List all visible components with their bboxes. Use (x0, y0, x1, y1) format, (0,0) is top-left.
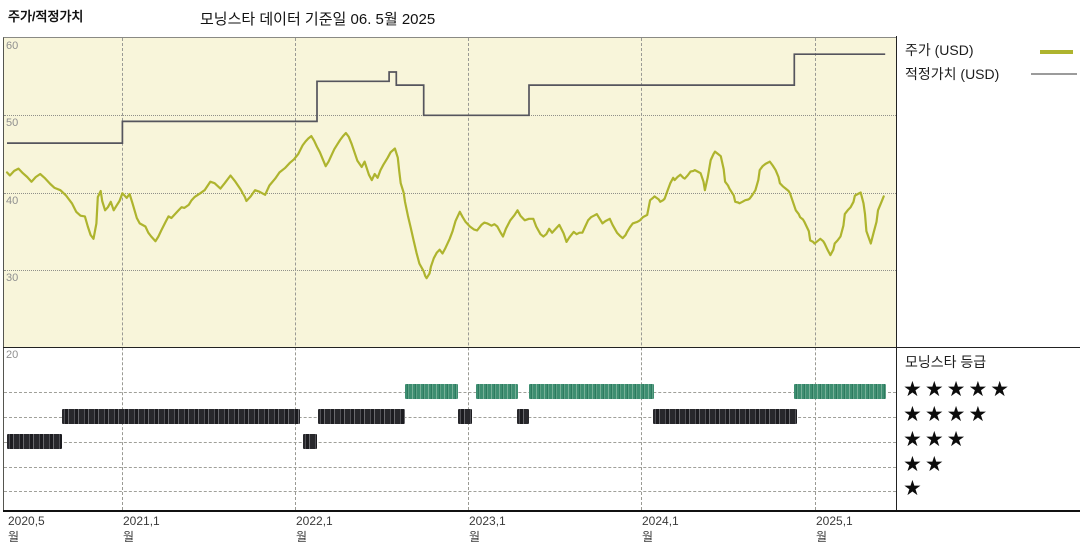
star-rating-row-1: ★ (903, 477, 925, 500)
year-gridline (295, 38, 296, 510)
rating-chart-area[interactable] (3, 347, 896, 511)
star-rating-row-2: ★★ (903, 453, 947, 476)
rating-bar-5-star (405, 384, 458, 399)
star-rating-row-4: ★★★★ (903, 403, 991, 426)
rating-legend-title: 모닝스타 등급 (905, 354, 987, 370)
y-axis-label-40: 40 (6, 195, 19, 207)
price-line (5, 131, 885, 280)
price-gridline-40 (4, 193, 896, 194)
rating-bar-4-star (318, 409, 405, 424)
rating-row-gridline-3-star (4, 442, 896, 443)
rating-bar-5-star (529, 384, 654, 399)
rating-bar-5-star (476, 384, 518, 399)
price-chart-area[interactable] (3, 37, 896, 347)
x-axis-line (3, 510, 1080, 512)
y-axis-label-60: 60 (6, 40, 19, 52)
legend-price-label: 주가 (USD) (905, 42, 974, 58)
year-gridline (641, 38, 642, 510)
y-axis-label-30: 30 (6, 272, 19, 284)
rating-bar-4-star (653, 409, 797, 424)
panel-divider-line (3, 347, 1080, 348)
year-gridline (122, 38, 123, 510)
chart-subtitle: 모닝스타 데이터 기준일 06. 5월 2025 (200, 11, 436, 28)
star-rating-row-5: ★★★★★ (903, 378, 1013, 401)
rating-bar-4-star (458, 409, 472, 424)
x-axis-label: 2020,5월 (8, 514, 45, 544)
x-axis-label: 2022,1월 (296, 514, 333, 544)
y-axis-label-50: 50 (6, 117, 19, 129)
star-rating-row-3: ★★★ (903, 428, 969, 451)
rating-bar-4-star (62, 409, 300, 424)
legend-divider-line (896, 36, 897, 511)
x-axis-label: 2024,1월 (642, 514, 679, 544)
year-gridline (815, 38, 816, 510)
year-gridline (468, 38, 469, 510)
fair-value-line-swatch (1031, 73, 1077, 75)
rating-row-gridline-2-star (4, 467, 896, 468)
y-axis-label-20: 20 (6, 349, 19, 361)
rating-bar-3-star (7, 434, 62, 449)
legend-fair-value-label: 적정가치 (USD) (905, 66, 1000, 82)
rating-bar-4-star (517, 409, 529, 424)
rating-row-gridline-4-star (4, 417, 896, 418)
x-axis-label: 2025,1월 (816, 514, 853, 544)
fair-value-line (7, 53, 886, 144)
x-axis-label: 2023,1월 (469, 514, 506, 544)
rating-bar-5-star (794, 384, 886, 399)
x-axis-label: 2021,1월 (123, 514, 160, 544)
price-gridline-30 (4, 270, 896, 271)
price-line-swatch (1040, 50, 1073, 54)
rating-row-gridline-1-star (4, 491, 896, 492)
page-title: 주가/적정가치 (8, 9, 84, 24)
rating-bar-3-star (303, 434, 317, 449)
